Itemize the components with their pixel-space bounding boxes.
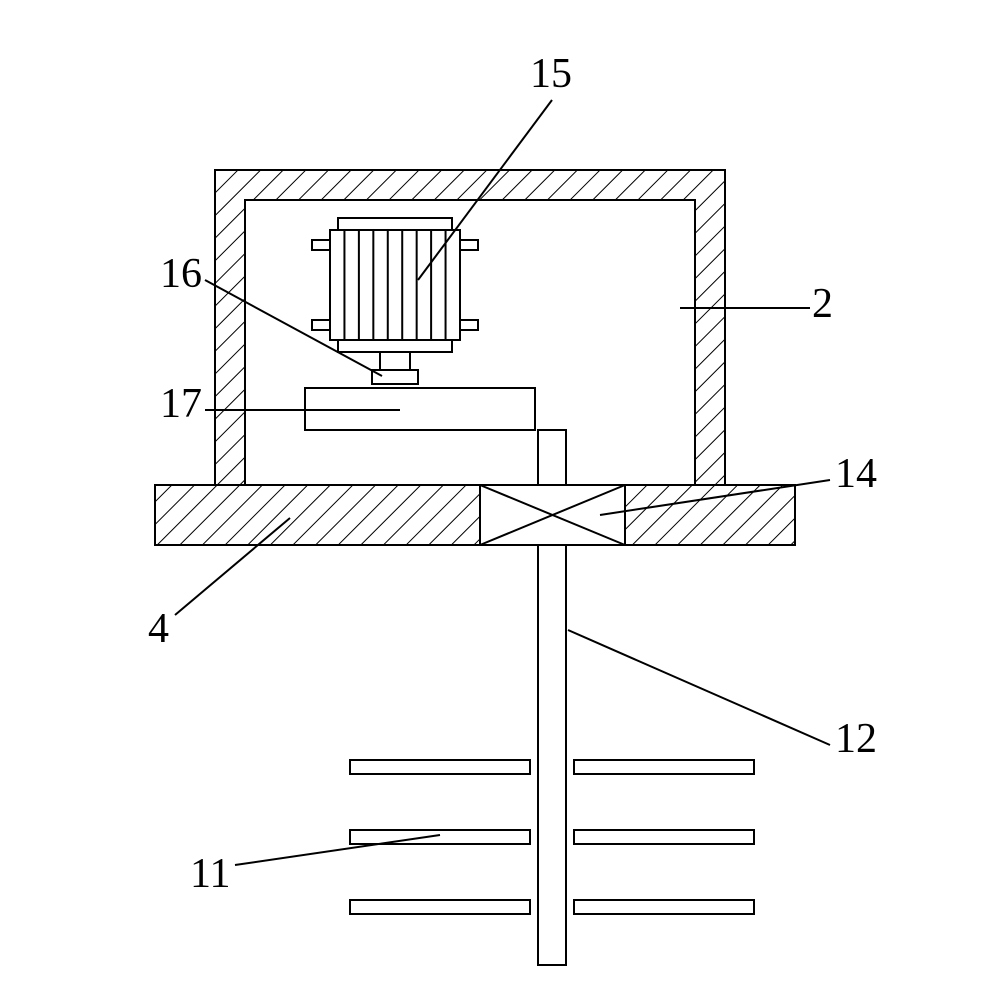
label-15: 15 (530, 50, 572, 98)
label-11: 11 (190, 850, 230, 898)
coupling (372, 370, 418, 384)
base-plate (155, 485, 795, 545)
label-12: 12 (835, 715, 877, 763)
diagram-svg (0, 0, 986, 1000)
label-4: 4 (148, 605, 169, 653)
label-17: 17 (160, 380, 202, 428)
stub-shaft (538, 430, 566, 485)
label-14: 14 (835, 450, 877, 498)
motor (312, 218, 478, 384)
label-2: 2 (812, 280, 833, 328)
label-16: 16 (160, 250, 202, 298)
diagram-stage: 15 16 17 2 14 4 12 11 (0, 0, 986, 1000)
shaft (538, 545, 566, 965)
